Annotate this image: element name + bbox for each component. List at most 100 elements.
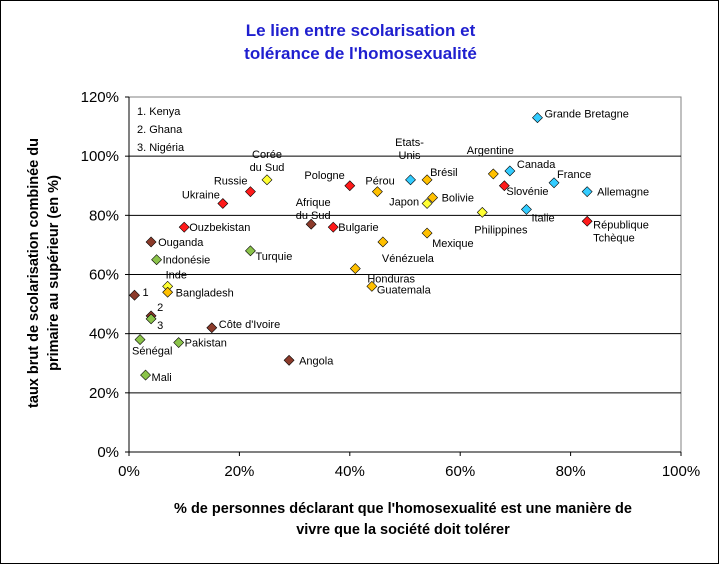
point-venezuela: [377, 236, 389, 248]
point-guatemala: [366, 280, 378, 292]
y-tick-label: 80%: [89, 207, 119, 224]
chart-title-line-2: tolérance de l'homosexualité: [244, 44, 477, 63]
x-axis-label-line-1: % de personnes déclarant que l'homosexua…: [174, 501, 632, 517]
y-tick-label: 20%: [89, 385, 119, 402]
point-perou: [371, 186, 383, 198]
point-ouzbekistan: [178, 221, 190, 233]
point-republique-tcheque: [581, 215, 593, 227]
point-cote-d-ivoire: [206, 322, 218, 334]
point-argentine: [487, 168, 499, 180]
x-tick-label: 80%: [556, 463, 586, 480]
point-label-etats-unis: Etats-Unis: [395, 137, 424, 162]
point-1: [129, 289, 140, 301]
point-japon: [421, 198, 433, 209]
point-label-republique-tcheque: République Tchèque: [593, 219, 649, 244]
x-tick-label: 20%: [224, 463, 254, 480]
point-label-2: 2: [157, 302, 163, 314]
x-tick-label: 60%: [445, 463, 475, 480]
point-label-ukraine: Ukraine: [182, 190, 220, 202]
y-tick-label: 40%: [89, 326, 119, 343]
point-label-italie: Italie: [531, 212, 554, 224]
legend-note-3: 3. Nigéria: [137, 142, 185, 154]
point-label-bulgarie: Bulgarie: [338, 222, 378, 234]
y-tick-label: 0%: [97, 444, 119, 461]
y-tick-label: 60%: [89, 267, 119, 284]
point-label-pologne: Pologne: [304, 170, 344, 182]
point-label-ouganda: Ouganda: [158, 237, 204, 249]
point-labels: 12 3 Ouganda Indonésie Sénégal Mali Inde Bangla…: [132, 109, 649, 384]
point-mexique: [421, 227, 433, 239]
point-label-allemagne: Allemagne: [597, 187, 649, 199]
point-label-senegal: Sénégal: [132, 346, 172, 358]
x-tick-label: 40%: [335, 463, 365, 480]
point-afrique-du-sud: [305, 218, 317, 230]
point-label-perou: Pérou: [365, 176, 394, 188]
x-tick-label: 100%: [662, 463, 700, 480]
point-label-slovenie: Slovénie: [506, 186, 548, 198]
chart-title: Le lien entre scolarisation et tolérance…: [1, 19, 719, 65]
point-label-inde: Inde: [166, 269, 187, 281]
point-turquie: [245, 245, 256, 257]
point-pakistan: [173, 337, 185, 348]
y-tick-labels: 0% 20% 40% 60% 80% 100% 120%: [81, 89, 119, 461]
point-italie: [521, 203, 532, 215]
point-label-angola: Angola: [299, 355, 334, 367]
point-label-grande-bretagne: Grande Bretagne: [544, 109, 628, 121]
point-grande-bretagne: [532, 112, 543, 124]
point-label-indonesie: Indonésie: [163, 255, 211, 267]
axes: [125, 96, 682, 456]
point-label-japon: Japon: [389, 197, 419, 209]
point-label-russie: Russie: [214, 176, 248, 188]
point-label-coree-du-sud: Corée du Sud: [250, 149, 285, 174]
y-tick-label: 120%: [81, 89, 119, 106]
point-label-argentine: Argentine: [467, 145, 514, 157]
point-france: [548, 177, 560, 189]
chart-title-line-1: Le lien entre scolarisation et: [245, 21, 476, 40]
point-3: [145, 313, 157, 325]
data-points: [129, 112, 593, 381]
y-axis-label-line-1: taux brut de scolarisation combinée du: [26, 138, 42, 408]
x-tick-label: 0%: [118, 463, 140, 480]
point-label-mexique: Mexique: [432, 238, 474, 250]
point-label-pakistan: Pakistan: [185, 338, 227, 350]
point-honduras: [349, 263, 361, 275]
point-label-bolivie: Bolivie: [442, 193, 474, 205]
point-philippines: [476, 206, 488, 218]
point-label-honduras: Honduras: [367, 274, 415, 286]
point-label-bresil: Brésil: [430, 167, 458, 179]
point-ouganda: [145, 236, 157, 248]
point-bolivie: [427, 192, 439, 204]
y-tick-label: 100%: [81, 148, 119, 165]
point-label-venezuela: Vénézuela: [382, 253, 435, 265]
x-tick-labels: 0% 20% 40% 60% 80% 100%: [118, 463, 700, 480]
point-angola: [283, 354, 295, 366]
point-label-1: 1: [143, 287, 149, 299]
point-bangladesh: [162, 286, 174, 298]
point-coree-du-sud: [261, 174, 273, 186]
y-axis-label-line-2: primaire au supérieur (en %): [46, 175, 62, 371]
point-label-canada: Canada: [517, 159, 556, 171]
point-label-mali: Mali: [152, 372, 172, 384]
point-etats-unis: [405, 174, 416, 186]
point-canada: [504, 165, 516, 177]
point-label-guatemala: Guatemala: [377, 284, 432, 296]
point-label-afrique-du-sud: Afrique du Sud: [296, 197, 331, 222]
point-bresil: [421, 174, 433, 186]
point-mali: [140, 369, 151, 381]
point-label-turquie: Turquie: [255, 251, 292, 263]
point-label-ouzbekistan: Ouzbekistan: [189, 222, 250, 234]
point-label-philippines: Philippines: [474, 224, 528, 236]
point-indonesie: [151, 254, 163, 266]
legend-notes: 1. Kenya 2. Ghana 3. Nigéria: [137, 103, 184, 157]
x-axis-label-line-2: vivre que la société doit tolérer: [296, 522, 510, 538]
point-allemagne: [581, 186, 593, 198]
point-ukraine: [217, 198, 229, 209]
point-slovenie: [498, 180, 510, 192]
point-bulgarie: [327, 221, 339, 233]
legend-note-1: 1. Kenya: [137, 106, 181, 118]
point-label-france: France: [557, 169, 591, 181]
point-label-cote-d-ivoire: Côte d'Ivoire: [219, 319, 280, 331]
point-russie: [245, 186, 256, 198]
gridlines: [129, 155, 681, 394]
